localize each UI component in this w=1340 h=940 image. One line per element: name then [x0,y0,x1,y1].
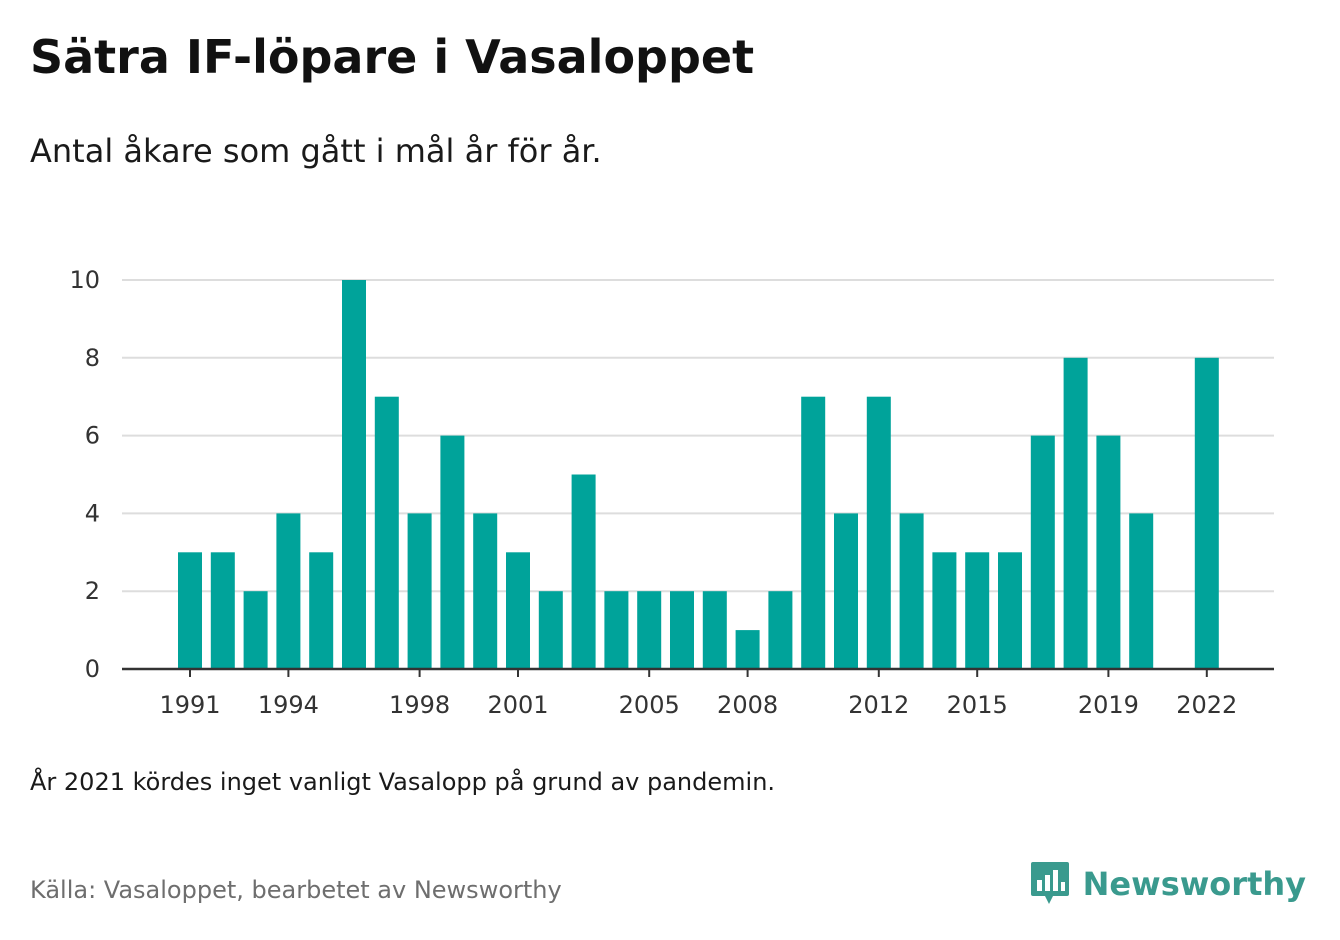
bar-1999 [440,435,465,669]
bar-1998 [407,513,432,669]
bar-2005 [637,591,662,669]
bar-2000 [473,513,498,669]
bar-1991 [178,552,202,669]
logo-text: Newsworthy [1082,865,1306,903]
y-tick-label: 10 [69,266,100,294]
bar-2015 [965,552,990,669]
bar-2016 [998,552,1022,669]
y-tick-label: 6 [85,422,100,450]
bar-1995 [309,552,334,669]
x-tick-label: 2015 [947,691,1008,719]
x-tick-label: 2008 [717,691,778,719]
chart-subtitle: Antal åkare som gått i mål år för år. [30,132,602,170]
y-tick-label: 0 [85,655,100,683]
bar-2012 [866,396,891,669]
x-tick-label: 1991 [159,691,220,719]
y-tick-label: 8 [85,344,100,372]
bar-1997 [374,396,399,669]
x-tick-label: 2012 [848,691,909,719]
x-tick-label: 2022 [1176,691,1237,719]
bar-chart: 0 2 4 6 8 10 1991 1994 1998 2001 2005 2008 2012 2015… [69,266,1274,719]
bar-1992 [210,552,235,669]
bar-2018 [1063,357,1088,669]
bar-2006 [670,591,694,669]
bar-2019 [1096,435,1121,669]
bar-2003 [571,474,596,669]
x-tick-label: 1998 [389,691,450,719]
y-tick-labels: 0 2 4 6 8 10 [69,266,100,683]
x-tick-labels: 1991 1994 1998 2001 2005 2008 2012 2015 2019 2022 [159,691,1237,719]
bar-2020 [1129,513,1154,669]
newsworthy-logo: Newsworthy [1029,860,1306,908]
bar-2009 [768,591,793,669]
chart-note: År 2021 kördes inget vanligt Vasalopp på… [30,768,776,796]
newsworthy-chart-bubble-icon [1030,862,1069,904]
bar-1996 [342,280,366,669]
x-tick-label: 2005 [619,691,680,719]
bar-2007 [702,591,727,669]
bar-2013 [899,513,924,669]
source-credit: Källa: Vasaloppet, bearbetet av Newswort… [30,876,562,904]
bars [178,280,1219,669]
bar-1994 [276,513,301,669]
bar-2022 [1194,357,1219,669]
chart-title: Sätra IF-löpare i Vasaloppet [30,30,755,84]
bar-2004 [604,591,629,669]
x-tick-label: 2001 [487,691,548,719]
y-tick-label: 4 [85,499,100,527]
bar-2002 [538,591,563,669]
bar-2017 [1030,435,1055,669]
bar-1993 [243,591,268,669]
bar-2001 [506,552,530,669]
bar-2010 [801,396,826,669]
y-tick-label: 2 [85,577,100,605]
x-tick-label: 1994 [258,691,319,719]
bar-2011 [834,513,858,669]
x-axis [122,667,1274,677]
x-tick-label: 2019 [1078,691,1139,719]
bar-2014 [932,552,957,669]
bar-2008 [735,630,760,669]
